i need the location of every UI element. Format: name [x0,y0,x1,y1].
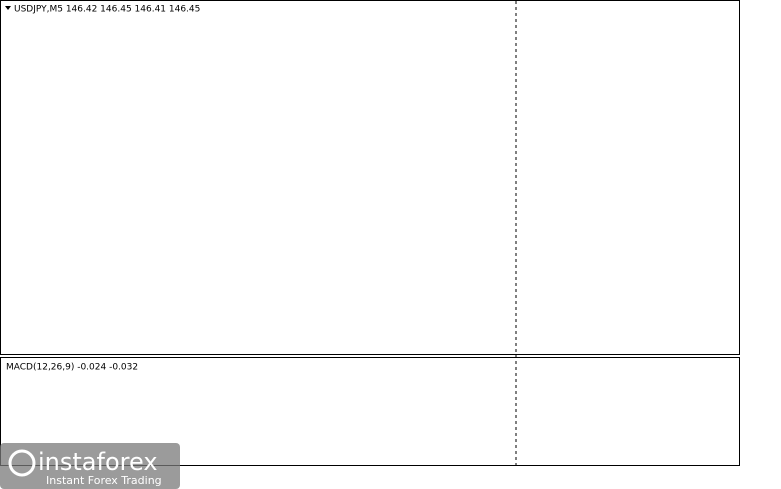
macd-header: MACD(12,26,9) -0.024 -0.032 [6,363,138,373]
macd-frame [0,357,740,466]
menu-arrow [5,6,11,10]
watermark-logo [8,449,36,477]
watermark: instaforex Instant Forex Trading [0,443,180,489]
watermark-title: instaforex [38,448,158,476]
watermark-subtitle: Instant Forex Trading [46,474,162,487]
watermark-bg [0,443,180,489]
price-frame [0,0,740,355]
price-header: USDJPY,M5 146.42 146.45 146.41 146.45 [14,5,200,15]
